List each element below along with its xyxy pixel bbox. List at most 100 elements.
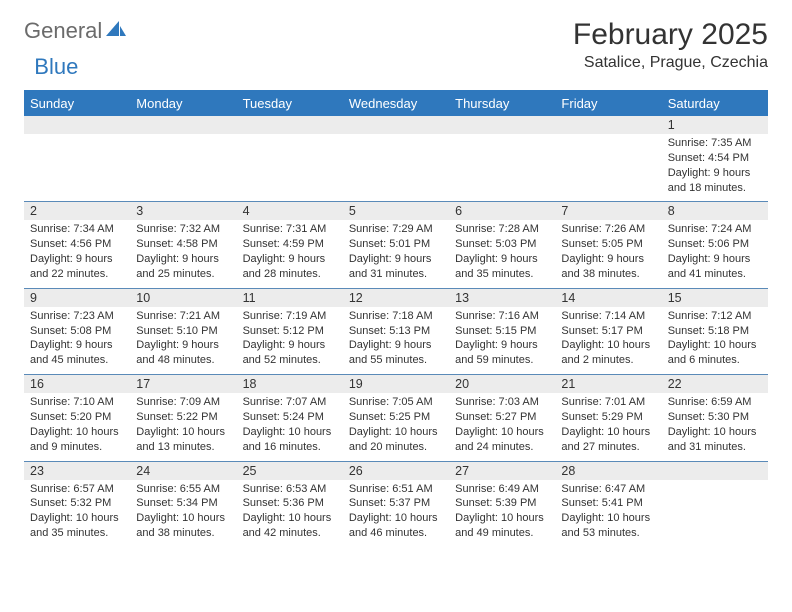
day-info: Sunrise: 6:55 AMSunset: 5:34 PMDaylight:… [134, 482, 232, 541]
day-number: 1 [662, 116, 768, 134]
day-info: Sunrise: 7:14 AMSunset: 5:17 PMDaylight:… [559, 309, 657, 368]
day-info: Sunrise: 6:57 AMSunset: 5:32 PMDaylight:… [28, 482, 126, 541]
day-cell: 3Sunrise: 7:32 AMSunset: 4:58 PMDaylight… [130, 202, 236, 287]
weekday-friday: Friday [555, 92, 661, 116]
day-cell: 10Sunrise: 7:21 AMSunset: 5:10 PMDayligh… [130, 289, 236, 374]
sunset-text: Sunset: 5:39 PM [455, 496, 549, 511]
day-info: Sunrise: 7:34 AMSunset: 4:56 PMDaylight:… [28, 222, 126, 281]
day-info: Sunrise: 7:21 AMSunset: 5:10 PMDaylight:… [134, 309, 232, 368]
day-cell: 8Sunrise: 7:24 AMSunset: 5:06 PMDaylight… [662, 202, 768, 287]
daylight-text: Daylight: 9 hours and 35 minutes. [455, 252, 549, 282]
logo: General [24, 18, 130, 44]
daylight-text: Daylight: 9 hours and 22 minutes. [30, 252, 124, 282]
daylight-text: Daylight: 9 hours and 59 minutes. [455, 338, 549, 368]
sunset-text: Sunset: 5:08 PM [30, 324, 124, 339]
week-row: 9Sunrise: 7:23 AMSunset: 5:08 PMDaylight… [24, 288, 768, 374]
sunrise-text: Sunrise: 7:21 AM [136, 309, 230, 324]
daylight-text: Daylight: 10 hours and 53 minutes. [561, 511, 655, 541]
daylight-text: Daylight: 10 hours and 31 minutes. [668, 425, 762, 455]
sunset-text: Sunset: 5:27 PM [455, 410, 549, 425]
sunset-text: Sunset: 5:17 PM [561, 324, 655, 339]
weekday-tuesday: Tuesday [237, 92, 343, 116]
sunset-text: Sunset: 5:22 PM [136, 410, 230, 425]
sunrise-text: Sunrise: 7:16 AM [455, 309, 549, 324]
daylight-text: Daylight: 9 hours and 45 minutes. [30, 338, 124, 368]
day-number: 2 [24, 202, 130, 220]
daylight-text: Daylight: 9 hours and 52 minutes. [243, 338, 337, 368]
weekday-thursday: Thursday [449, 92, 555, 116]
day-info: Sunrise: 7:23 AMSunset: 5:08 PMDaylight:… [28, 309, 126, 368]
sunset-text: Sunset: 5:32 PM [30, 496, 124, 511]
daylight-text: Daylight: 10 hours and 35 minutes. [30, 511, 124, 541]
sunrise-text: Sunrise: 7:35 AM [668, 136, 762, 151]
day-number: 13 [449, 289, 555, 307]
day-number: 22 [662, 375, 768, 393]
sunset-text: Sunset: 5:25 PM [349, 410, 443, 425]
weekday-row: Sunday Monday Tuesday Wednesday Thursday… [24, 92, 768, 116]
day-info: Sunrise: 7:29 AMSunset: 5:01 PMDaylight:… [347, 222, 445, 281]
sunset-text: Sunset: 4:59 PM [243, 237, 337, 252]
day-info: Sunrise: 7:05 AMSunset: 5:25 PMDaylight:… [347, 395, 445, 454]
daylight-text: Daylight: 9 hours and 18 minutes. [668, 166, 762, 196]
location: Satalice, Prague, Czechia [573, 54, 768, 72]
day-number: 17 [130, 375, 236, 393]
day-number [343, 116, 449, 134]
day-info: Sunrise: 7:31 AMSunset: 4:59 PMDaylight:… [241, 222, 339, 281]
day-number [555, 116, 661, 134]
day-number [449, 116, 555, 134]
day-number [662, 462, 768, 480]
day-cell: 25Sunrise: 6:53 AMSunset: 5:36 PMDayligh… [237, 462, 343, 547]
day-info: Sunrise: 7:07 AMSunset: 5:24 PMDaylight:… [241, 395, 339, 454]
day-info: Sunrise: 7:19 AMSunset: 5:12 PMDaylight:… [241, 309, 339, 368]
day-number: 26 [343, 462, 449, 480]
day-cell [662, 462, 768, 547]
sunrise-text: Sunrise: 7:07 AM [243, 395, 337, 410]
weekday-wednesday: Wednesday [343, 92, 449, 116]
daylight-text: Daylight: 9 hours and 48 minutes. [136, 338, 230, 368]
day-number: 9 [24, 289, 130, 307]
day-cell [343, 116, 449, 201]
day-number: 27 [449, 462, 555, 480]
day-info: Sunrise: 7:18 AMSunset: 5:13 PMDaylight:… [347, 309, 445, 368]
week-row: 23Sunrise: 6:57 AMSunset: 5:32 PMDayligh… [24, 461, 768, 547]
sunrise-text: Sunrise: 6:47 AM [561, 482, 655, 497]
daylight-text: Daylight: 9 hours and 31 minutes. [349, 252, 443, 282]
day-cell: 11Sunrise: 7:19 AMSunset: 5:12 PMDayligh… [237, 289, 343, 374]
day-info: Sunrise: 7:12 AMSunset: 5:18 PMDaylight:… [666, 309, 764, 368]
day-cell: 21Sunrise: 7:01 AMSunset: 5:29 PMDayligh… [555, 375, 661, 460]
sunset-text: Sunset: 4:58 PM [136, 237, 230, 252]
day-cell: 2 Sunrise: 7:34 AMSunset: 4:56 PMDaylight… [24, 202, 130, 287]
day-cell [449, 116, 555, 201]
day-cell: 17Sunrise: 7:09 AMSunset: 5:22 PMDayligh… [130, 375, 236, 460]
day-cell: 15 Sunrise: 7:12 AMSunset: 5:18 PMDayligh… [662, 289, 768, 374]
sunrise-text: Sunrise: 7:10 AM [30, 395, 124, 410]
sunrise-text: Sunrise: 7:31 AM [243, 222, 337, 237]
logo-text-general: General [24, 18, 102, 44]
sunset-text: Sunset: 4:56 PM [30, 237, 124, 252]
day-number: 15 [662, 289, 768, 307]
daylight-text: Daylight: 10 hours and 20 minutes. [349, 425, 443, 455]
daylight-text: Daylight: 9 hours and 25 minutes. [136, 252, 230, 282]
daylight-text: Daylight: 9 hours and 55 minutes. [349, 338, 443, 368]
daylight-text: Daylight: 10 hours and 9 minutes. [30, 425, 124, 455]
day-cell: 23Sunrise: 6:57 AMSunset: 5:32 PMDayligh… [24, 462, 130, 547]
sunrise-text: Sunrise: 6:49 AM [455, 482, 549, 497]
daylight-text: Daylight: 10 hours and 24 minutes. [455, 425, 549, 455]
day-number: 28 [555, 462, 661, 480]
logo-sail-icon [106, 19, 128, 44]
day-cell: 13Sunrise: 7:16 AMSunset: 5:15 PMDayligh… [449, 289, 555, 374]
day-number: 20 [449, 375, 555, 393]
day-number: 4 [237, 202, 343, 220]
day-cell: 26Sunrise: 6:51 AMSunset: 5:37 PMDayligh… [343, 462, 449, 547]
daylight-text: Daylight: 10 hours and 6 minutes. [668, 338, 762, 368]
sunrise-text: Sunrise: 7:29 AM [349, 222, 443, 237]
day-info: Sunrise: 7:01 AMSunset: 5:29 PMDaylight:… [559, 395, 657, 454]
day-info: Sunrise: 7:24 AMSunset: 5:06 PMDaylight:… [666, 222, 764, 281]
sunrise-text: Sunrise: 7:23 AM [30, 309, 124, 324]
day-cell: 1 Sunrise: 7:35 AMSunset: 4:54 PMDaylight… [662, 116, 768, 201]
day-info: Sunrise: 7:32 AMSunset: 4:58 PMDaylight:… [134, 222, 232, 281]
sunrise-text: Sunrise: 7:03 AM [455, 395, 549, 410]
day-number: 6 [449, 202, 555, 220]
sunset-text: Sunset: 4:54 PM [668, 151, 762, 166]
daylight-text: Daylight: 10 hours and 42 minutes. [243, 511, 337, 541]
